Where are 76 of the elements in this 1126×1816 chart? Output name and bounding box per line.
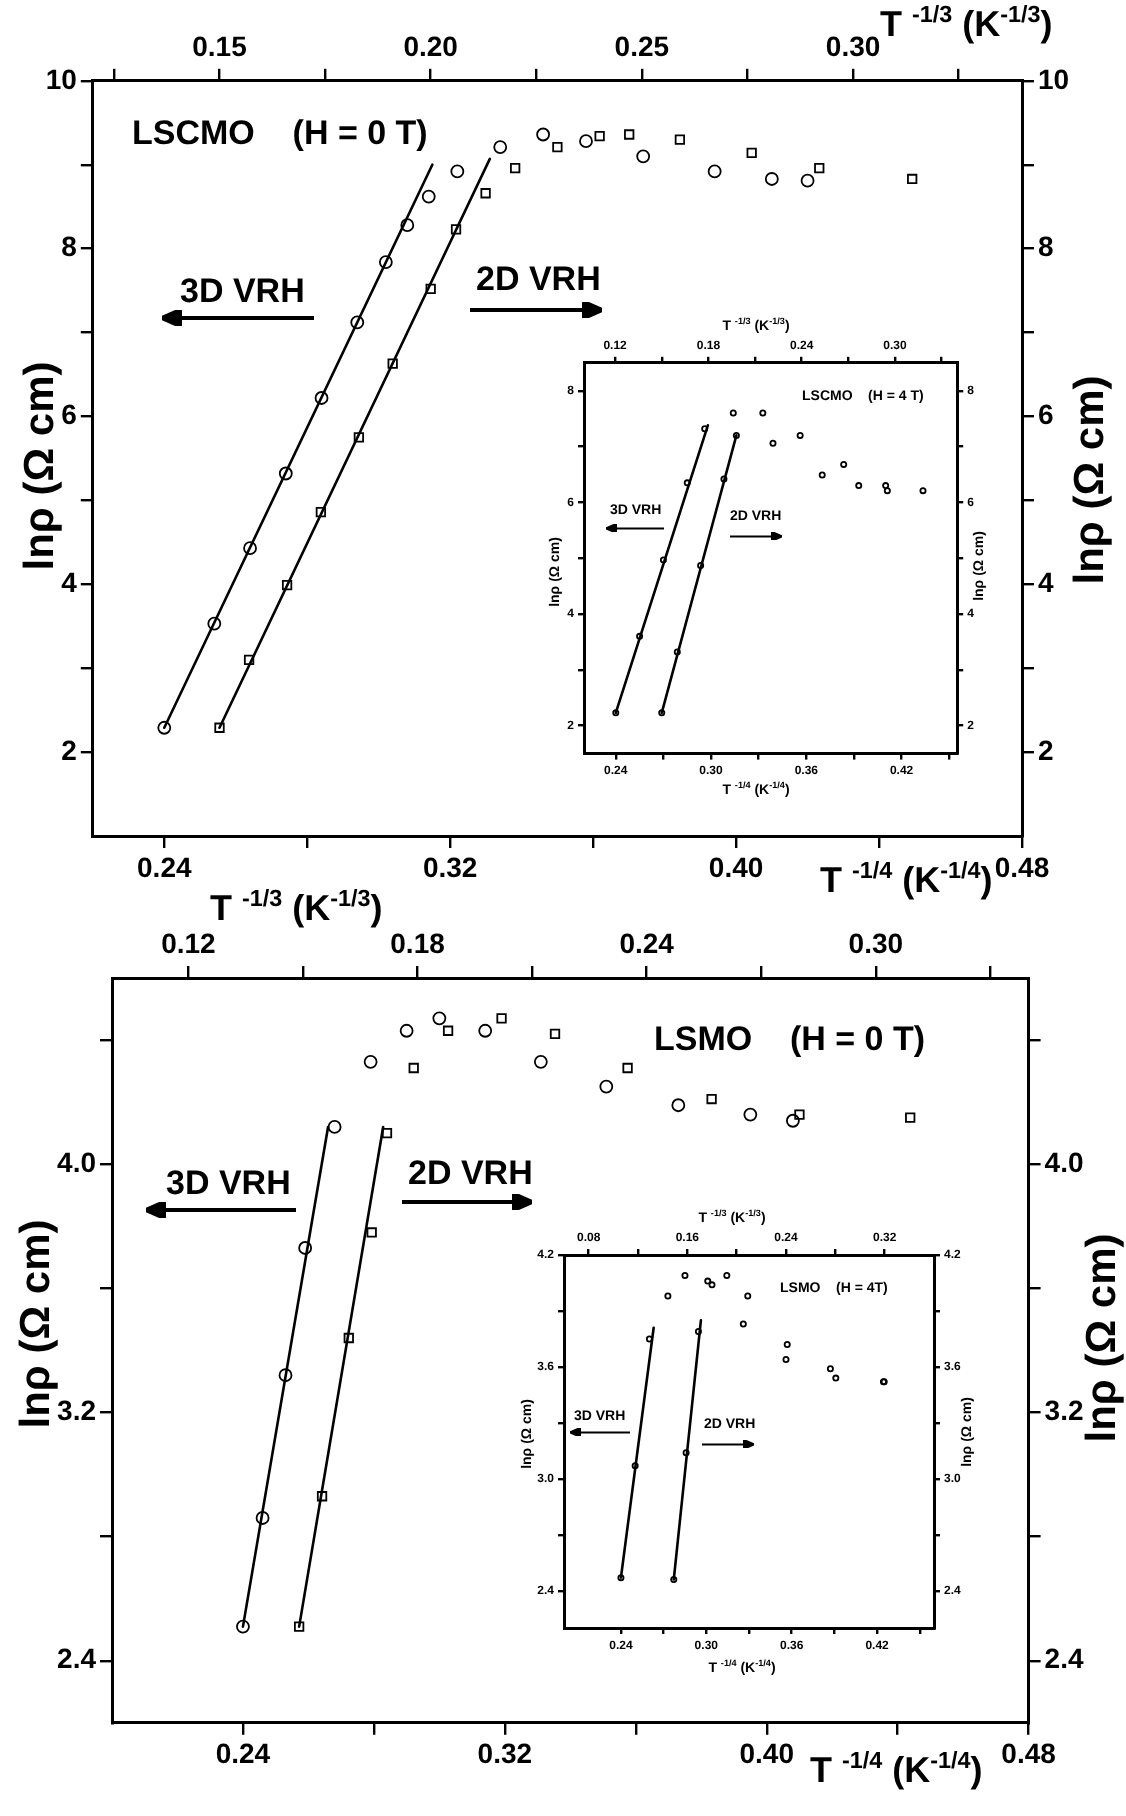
y2-tick-label: 10 [1038,62,1070,95]
y2-tick-label: 2 [1038,733,1054,766]
point [400,218,415,233]
point [636,149,651,164]
point [278,466,293,481]
y-tick-label: 4 [61,565,78,598]
point [236,1619,250,1634]
x2-tick-label: 0.30 [825,29,881,62]
y-axis-title: lnρ (Ω cm) [17,361,63,571]
point [671,1098,686,1113]
x2-tick-label: 0.20 [403,29,459,62]
x2-axis-title: T $^{-1/3}$ (K$^{-1/3}$) [880,2,1053,44]
point [536,127,551,142]
y-axis-title: lnρ (Ω cm) [13,1219,59,1429]
x2-tick-label: 0.18 [390,926,446,959]
point [450,164,465,179]
point [764,172,779,186]
x-axis-title: T $^{-1/4}$ (K$^{-1/4}$) [810,1748,983,1790]
x-tick-label: 0.40 [708,850,764,883]
x2-axis-title: T $^{-1/3}$ (K$^{-1/3}$) [210,886,383,928]
x-tick-label: 0.24 [137,850,192,883]
x-tick-label: 0.48 [994,850,1050,883]
y2-tick-label: 8 [1038,230,1054,263]
annotation: 2D VRH [476,260,601,298]
point [243,541,257,556]
y-tick-label: 3.2 [57,1394,97,1427]
point [707,164,722,179]
y-tick-label: 2 [61,733,78,766]
annotation: 3D VRH [166,1164,291,1202]
y-tick-label: 8 [61,230,78,263]
point [579,134,593,149]
y-tick-label: 2.4 [57,1642,97,1675]
point [533,1054,548,1069]
y-tick-label: 6 [61,398,78,431]
point [478,1023,493,1038]
y2-axis-title: lnρ (Ω cm) [1067,375,1113,585]
point [743,1107,758,1122]
point [378,255,393,269]
x2-tick-label: 0.25 [614,29,670,62]
point [350,315,365,330]
point [786,1113,800,1128]
x-tick-label: 0.32 [422,850,478,883]
point [207,616,222,631]
x-tick-label: 0.40 [739,1737,795,1770]
x-axis-title: T $^{-1/4}$ (K$^{-1/4}$) [820,858,993,900]
y2-tick-label: 4.0 [1044,1145,1084,1178]
y-tick-label: 4.0 [57,1145,97,1178]
point [599,1079,614,1094]
annotation: LSCMO (H = 0 T) [132,114,428,152]
point [399,1023,414,1038]
x2-tick-label: 0.24 [619,926,675,959]
x2-tick-label: 0.15 [192,29,248,62]
y-tick-label: 10 [45,62,78,95]
point [157,720,172,735]
point [800,173,815,188]
point [255,1511,270,1525]
y2-tick-label: 3.2 [1044,1394,1084,1427]
x2-tick-label: 0.30 [848,926,904,959]
point [314,391,329,405]
point [327,1120,342,1134]
x-tick-label: 0.32 [477,1737,533,1770]
y2-tick-label: 6 [1038,398,1054,431]
x-tick-label: 0.48 [1001,1737,1057,1770]
point [363,1054,378,1069]
annotation: 3D VRH [180,272,305,310]
y2-tick-label: 4 [1038,565,1054,598]
point [432,1011,447,1026]
x2-tick-label: 0.12 [161,926,217,959]
point [298,1241,313,1255]
annotation: LSMO (H = 0 T) [654,1020,926,1058]
point [421,189,436,204]
x-tick-label: 0.24 [215,1737,271,1770]
annotation: 2D VRH [408,1154,533,1192]
point [493,140,508,154]
point [278,1368,293,1383]
y2-tick-label: 2.4 [1044,1642,1084,1675]
